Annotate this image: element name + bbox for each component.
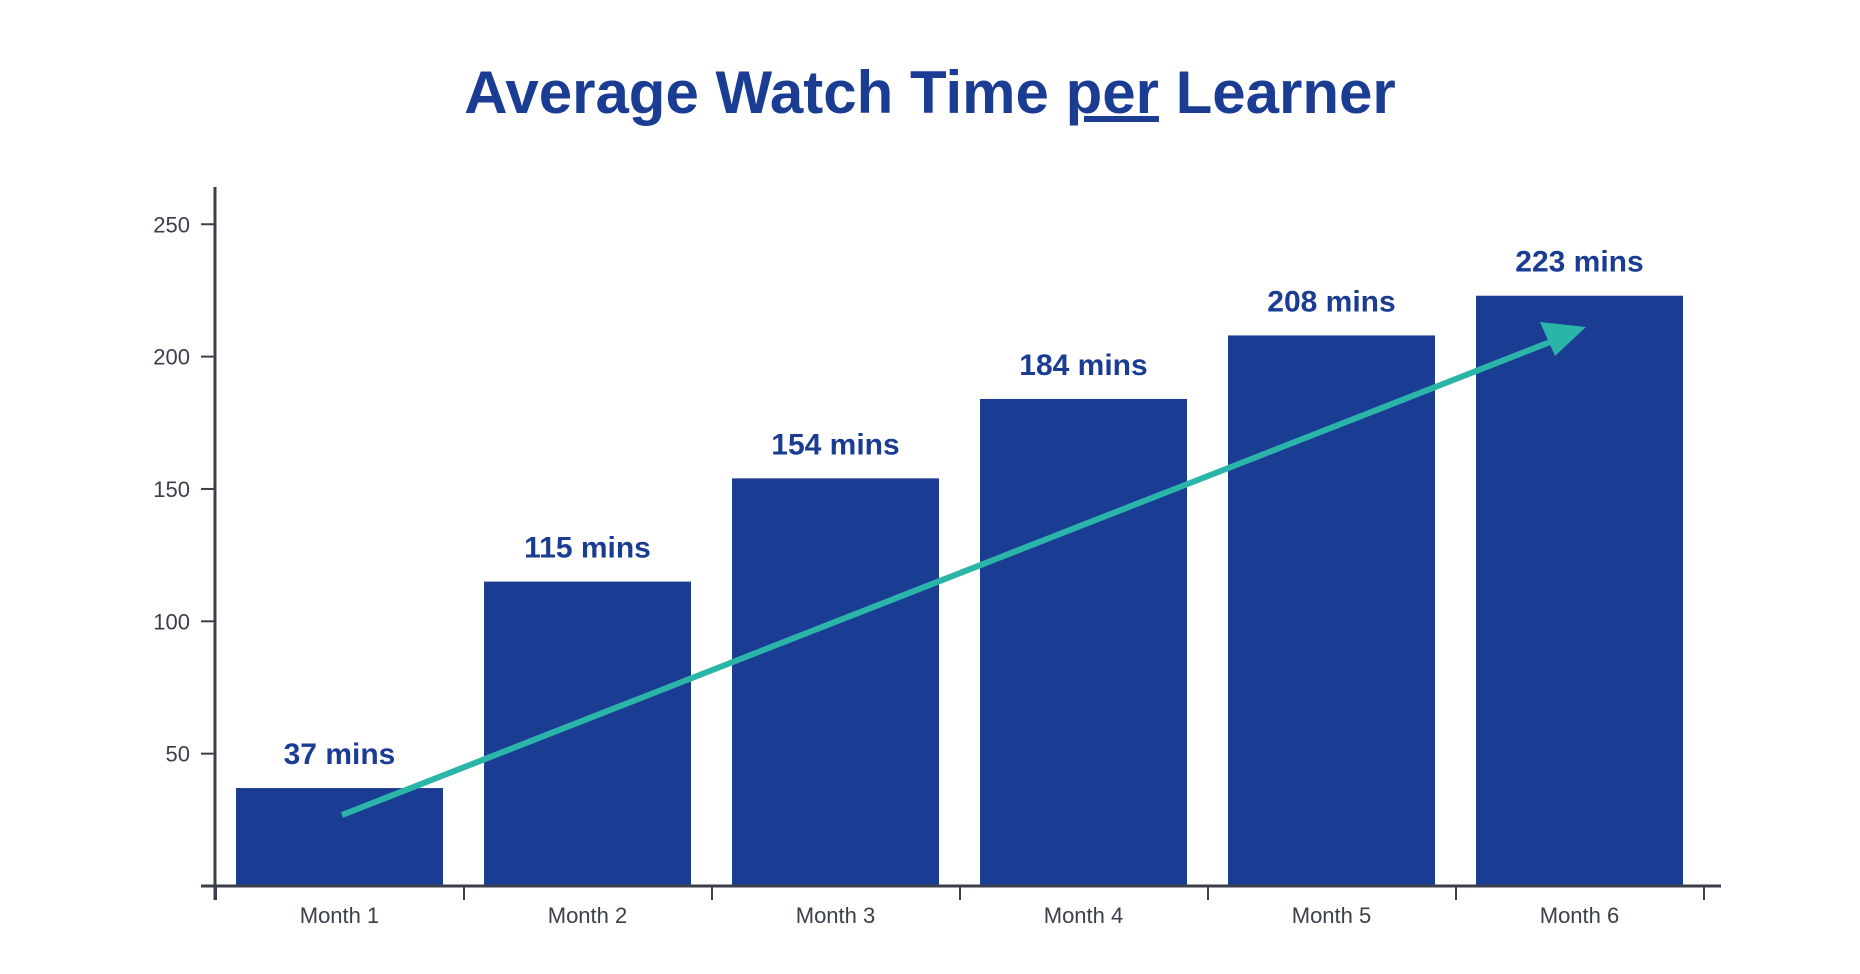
y-tick-label: 100: [153, 609, 190, 634]
x-tick-label: Month 1: [300, 903, 380, 928]
x-tick-label: Month 6: [1540, 903, 1620, 928]
title-part: Learner: [1159, 59, 1396, 126]
data-label: 154 mins: [771, 428, 899, 461]
y-tick-label: 250: [153, 212, 190, 237]
title-part: Average Watch Time: [464, 59, 1065, 126]
y-tick-label: 50: [166, 742, 190, 767]
y-tick-label: 200: [153, 345, 190, 370]
chart-title: Average Watch Time per Learner: [464, 59, 1395, 126]
bar: [236, 788, 443, 886]
x-tick-label: Month 2: [548, 903, 628, 928]
title-underlined-word: per: [1066, 59, 1159, 126]
data-label: 184 mins: [1019, 349, 1147, 382]
data-label: 37 mins: [284, 738, 396, 771]
bar: [1228, 335, 1435, 886]
x-tick-label: Month 5: [1292, 903, 1372, 928]
x-tick-label: Month 3: [796, 903, 876, 928]
bar: [1476, 295, 1683, 886]
trend-arrow-line: [340, 334, 1565, 818]
x-tick-label: Month 4: [1044, 903, 1124, 928]
data-label: 208 mins: [1267, 285, 1395, 318]
bar: [484, 581, 691, 886]
bar: [980, 398, 1187, 886]
trend-arrow-head: [1540, 322, 1586, 356]
plot-area: 37 mins Month 1 115 mins Month 2 154 mins Mon…: [153, 187, 1721, 928]
bar: [732, 478, 939, 886]
data-label: 115 mins: [524, 532, 651, 565]
y-tick-label: 150: [153, 477, 190, 502]
data-label: 223 mins: [1515, 246, 1643, 279]
